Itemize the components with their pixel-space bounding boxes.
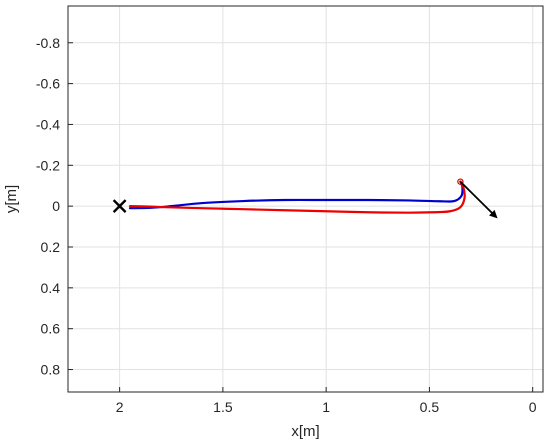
y-axis-label: y[m] — [3, 185, 20, 213]
end-circle-marker — [457, 178, 464, 185]
y-tick-label: -0.8 — [36, 35, 60, 51]
start-x-marker — [112, 199, 127, 213]
y-tick-label: -0.4 — [36, 116, 60, 132]
x-axis-label: x[m] — [291, 423, 319, 440]
y-tick-label: 0.2 — [41, 239, 61, 255]
red-trajectory-line — [128, 180, 466, 214]
blue-trajectory-line — [128, 180, 464, 210]
x-tick-label: 2 — [116, 399, 124, 415]
y-tick-label: 0.6 — [41, 321, 61, 337]
markers — [112, 178, 498, 219]
x-tick-label: 0.5 — [420, 399, 440, 415]
y-tick-label: 0.8 — [41, 362, 61, 378]
series-group — [128, 180, 466, 214]
y-tick-label: 0 — [52, 198, 60, 214]
heading-arrow — [459, 181, 498, 219]
y-tick-label: -0.2 — [36, 157, 60, 173]
plot-frame — [67, 5, 544, 393]
x-tick-labels: 2 1.5 1 0.5 0 — [116, 399, 537, 415]
x-tick-label: 1 — [322, 399, 330, 415]
x-tick-label: 0 — [529, 399, 537, 415]
x-tick-label: 1.5 — [213, 399, 233, 415]
y-tick-labels: -0.8 -0.6 -0.4 -0.2 0 0.2 0.4 0.6 0.8 — [36, 35, 60, 378]
y-tick-label: -0.6 — [36, 76, 60, 92]
y-tick-label: 0.4 — [41, 280, 61, 296]
